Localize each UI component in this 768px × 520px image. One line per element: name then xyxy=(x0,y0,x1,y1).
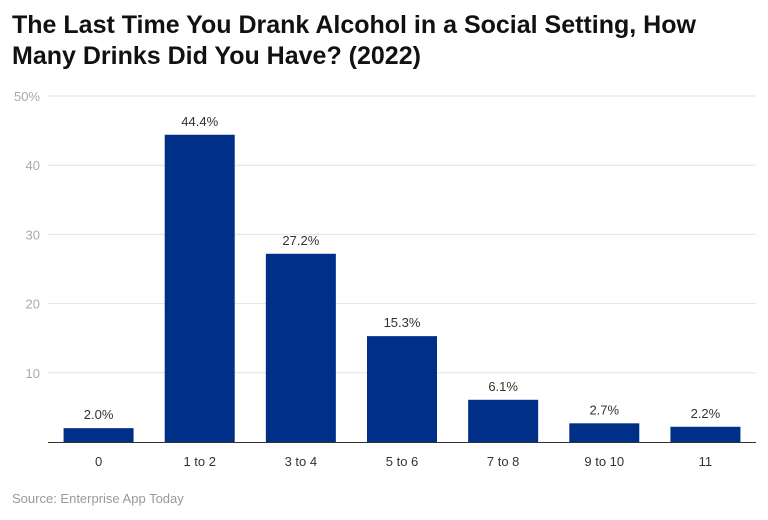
y-tick-label: 40 xyxy=(26,158,40,173)
x-tick-label: 0 xyxy=(95,454,102,469)
x-tick-label: 3 to 4 xyxy=(285,454,318,469)
data-label: 2.7% xyxy=(589,402,619,417)
y-tick-label: 20 xyxy=(26,297,40,312)
x-tick-label: 7 to 8 xyxy=(487,454,520,469)
x-tick-label: 1 to 2 xyxy=(183,454,216,469)
data-label: 2.0% xyxy=(84,407,114,422)
x-tick-label: 5 to 6 xyxy=(386,454,419,469)
x-tick-label: 9 to 10 xyxy=(584,454,624,469)
bar xyxy=(468,399,539,442)
bar xyxy=(164,134,235,442)
chart-title: The Last Time You Drank Alcohol in a Soc… xyxy=(12,11,696,70)
data-label: 27.2% xyxy=(282,233,319,248)
data-label: 6.1% xyxy=(488,379,518,394)
y-tick-label: 10 xyxy=(26,366,40,381)
y-tick-label: 50% xyxy=(14,89,40,104)
bar xyxy=(63,428,134,442)
bar xyxy=(367,336,437,442)
y-tick-label: 30 xyxy=(26,227,40,242)
data-label: 2.2% xyxy=(691,406,721,421)
data-label: 15.3% xyxy=(384,315,421,330)
x-tick-label: 11 xyxy=(699,454,713,469)
bar xyxy=(265,253,336,442)
bar xyxy=(670,426,741,442)
data-label: 44.4% xyxy=(181,114,218,129)
source-note: Source: Enterprise App Today xyxy=(12,491,184,506)
bar xyxy=(569,423,640,442)
